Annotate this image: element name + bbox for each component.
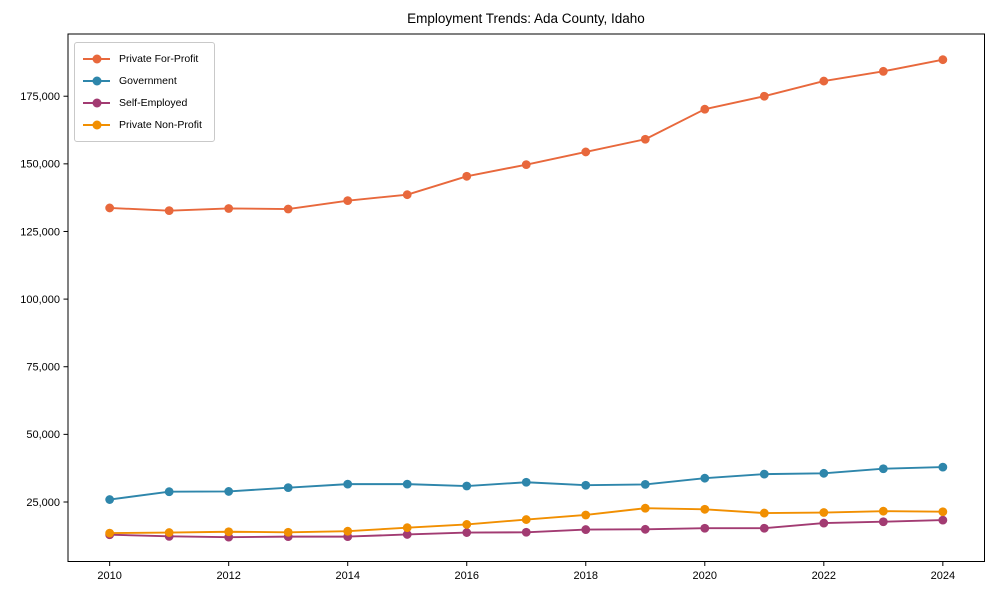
x-tick-label: 2012 bbox=[216, 570, 240, 582]
data-point bbox=[700, 523, 710, 533]
data-point bbox=[343, 196, 353, 206]
data-point bbox=[759, 508, 769, 518]
data-point bbox=[759, 91, 769, 101]
data-point bbox=[878, 464, 888, 474]
data-point bbox=[640, 480, 650, 489]
data-point bbox=[224, 204, 234, 213]
y-tick-label: 150,000 bbox=[20, 159, 60, 171]
data-point bbox=[164, 206, 174, 216]
data-point bbox=[521, 527, 531, 537]
data-point bbox=[700, 504, 710, 514]
data-point bbox=[581, 147, 591, 157]
x-tick-label: 2024 bbox=[931, 570, 955, 582]
data-point bbox=[640, 503, 650, 513]
data-point bbox=[402, 530, 412, 539]
data-point bbox=[521, 477, 531, 487]
legend-marker-icon bbox=[83, 98, 110, 109]
x-tick-label: 2010 bbox=[97, 570, 121, 582]
data-point bbox=[878, 506, 888, 516]
data-point bbox=[878, 66, 888, 76]
data-point bbox=[283, 483, 293, 493]
x-tick-label: 2022 bbox=[812, 570, 836, 582]
data-point bbox=[938, 507, 948, 517]
data-point bbox=[521, 160, 531, 170]
data-point bbox=[581, 525, 591, 534]
legend-label: Government bbox=[119, 75, 177, 87]
data-point bbox=[819, 468, 829, 478]
data-point bbox=[938, 462, 948, 472]
data-point bbox=[283, 204, 293, 214]
legend-item: Private Non-Profit bbox=[83, 114, 206, 136]
legend-label: Private For-Profit bbox=[119, 53, 199, 65]
data-point bbox=[105, 495, 115, 504]
data-point bbox=[164, 487, 174, 497]
data-point bbox=[521, 515, 531, 524]
x-tick-label: 2014 bbox=[335, 570, 359, 582]
legend-item: Private For-Profit bbox=[83, 48, 206, 70]
data-point bbox=[343, 526, 353, 536]
data-point bbox=[224, 487, 234, 496]
data-point bbox=[819, 508, 829, 517]
y-tick-label: 100,000 bbox=[20, 294, 60, 306]
data-point bbox=[640, 524, 650, 534]
data-point bbox=[640, 134, 650, 144]
data-point bbox=[462, 528, 472, 537]
data-point bbox=[402, 479, 412, 489]
legend-marker-icon bbox=[83, 76, 110, 87]
y-tick-label: 175,000 bbox=[20, 91, 60, 103]
legend-label: Private Non-Profit bbox=[119, 119, 202, 131]
legend-item: Self-Employed bbox=[83, 92, 206, 114]
plot-frame bbox=[67, 33, 985, 562]
y-tick-label: 75,000 bbox=[26, 362, 60, 374]
data-point bbox=[224, 527, 234, 537]
data-point bbox=[700, 473, 710, 483]
data-point bbox=[581, 480, 591, 490]
data-point bbox=[759, 469, 769, 479]
series-line bbox=[109, 58, 944, 212]
x-tick-label: 2018 bbox=[574, 570, 598, 582]
data-point bbox=[938, 55, 948, 65]
x-tick-label: 2020 bbox=[693, 570, 717, 582]
y-tick-label: 125,000 bbox=[20, 226, 60, 238]
chart-title: Employment Trends: Ada County, Idaho bbox=[407, 11, 645, 26]
data-point bbox=[462, 520, 472, 529]
legend-marker-icon bbox=[83, 54, 110, 65]
data-point bbox=[105, 203, 115, 213]
legend-item: Government bbox=[83, 70, 206, 92]
data-point bbox=[759, 523, 769, 533]
data-point bbox=[343, 479, 353, 489]
y-tick-label: 25,000 bbox=[26, 497, 60, 509]
data-point bbox=[878, 517, 888, 527]
data-point bbox=[164, 528, 174, 537]
data-point bbox=[462, 481, 472, 491]
data-point bbox=[283, 527, 293, 537]
data-point bbox=[105, 528, 115, 538]
x-tick-label: 2016 bbox=[454, 570, 478, 582]
data-point bbox=[462, 171, 472, 181]
data-point bbox=[819, 518, 829, 528]
data-point bbox=[581, 510, 591, 520]
chart-legend: Private For-Profit Government Self-Emplo… bbox=[74, 42, 215, 142]
legend-marker-icon bbox=[83, 120, 110, 131]
data-point bbox=[938, 515, 948, 525]
data-point bbox=[819, 76, 829, 86]
y-tick-label: 50,000 bbox=[26, 429, 60, 441]
data-point bbox=[700, 104, 710, 114]
data-point bbox=[402, 523, 412, 533]
legend-label: Self-Employed bbox=[119, 97, 188, 109]
data-point bbox=[402, 190, 412, 200]
